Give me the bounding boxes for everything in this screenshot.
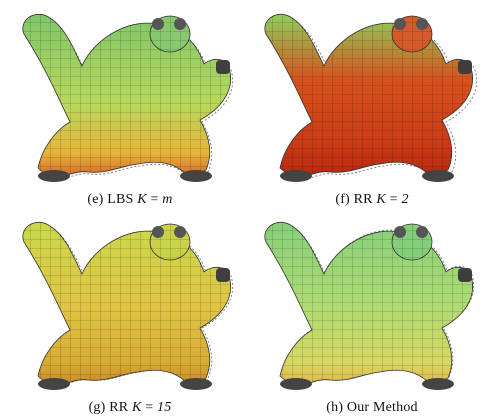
panel-h: (h) Our Method — [252, 212, 492, 420]
caption-g: (g) RR K = 15 — [88, 400, 172, 415]
caption-h: (h) Our Method — [326, 400, 418, 415]
mesh-render-e — [22, 13, 234, 182]
mesh-render-h — [264, 221, 475, 390]
panel-f: (f) RR K = 2 — [252, 4, 492, 212]
mesh-render-f — [264, 13, 478, 182]
figure-shape-h — [264, 221, 475, 390]
mesh-render-g — [22, 221, 234, 390]
panel-e: (e) LBS K = m — [10, 4, 250, 212]
caption-e: (e) LBS K = m — [87, 192, 173, 207]
figure-shape-g — [22, 221, 234, 390]
panel-g: (g) RR K = 15 — [10, 212, 250, 420]
figure-shape-e — [22, 13, 234, 182]
caption-f: (f) RR K = 2 — [335, 192, 409, 207]
figure-shape-f — [264, 13, 478, 182]
